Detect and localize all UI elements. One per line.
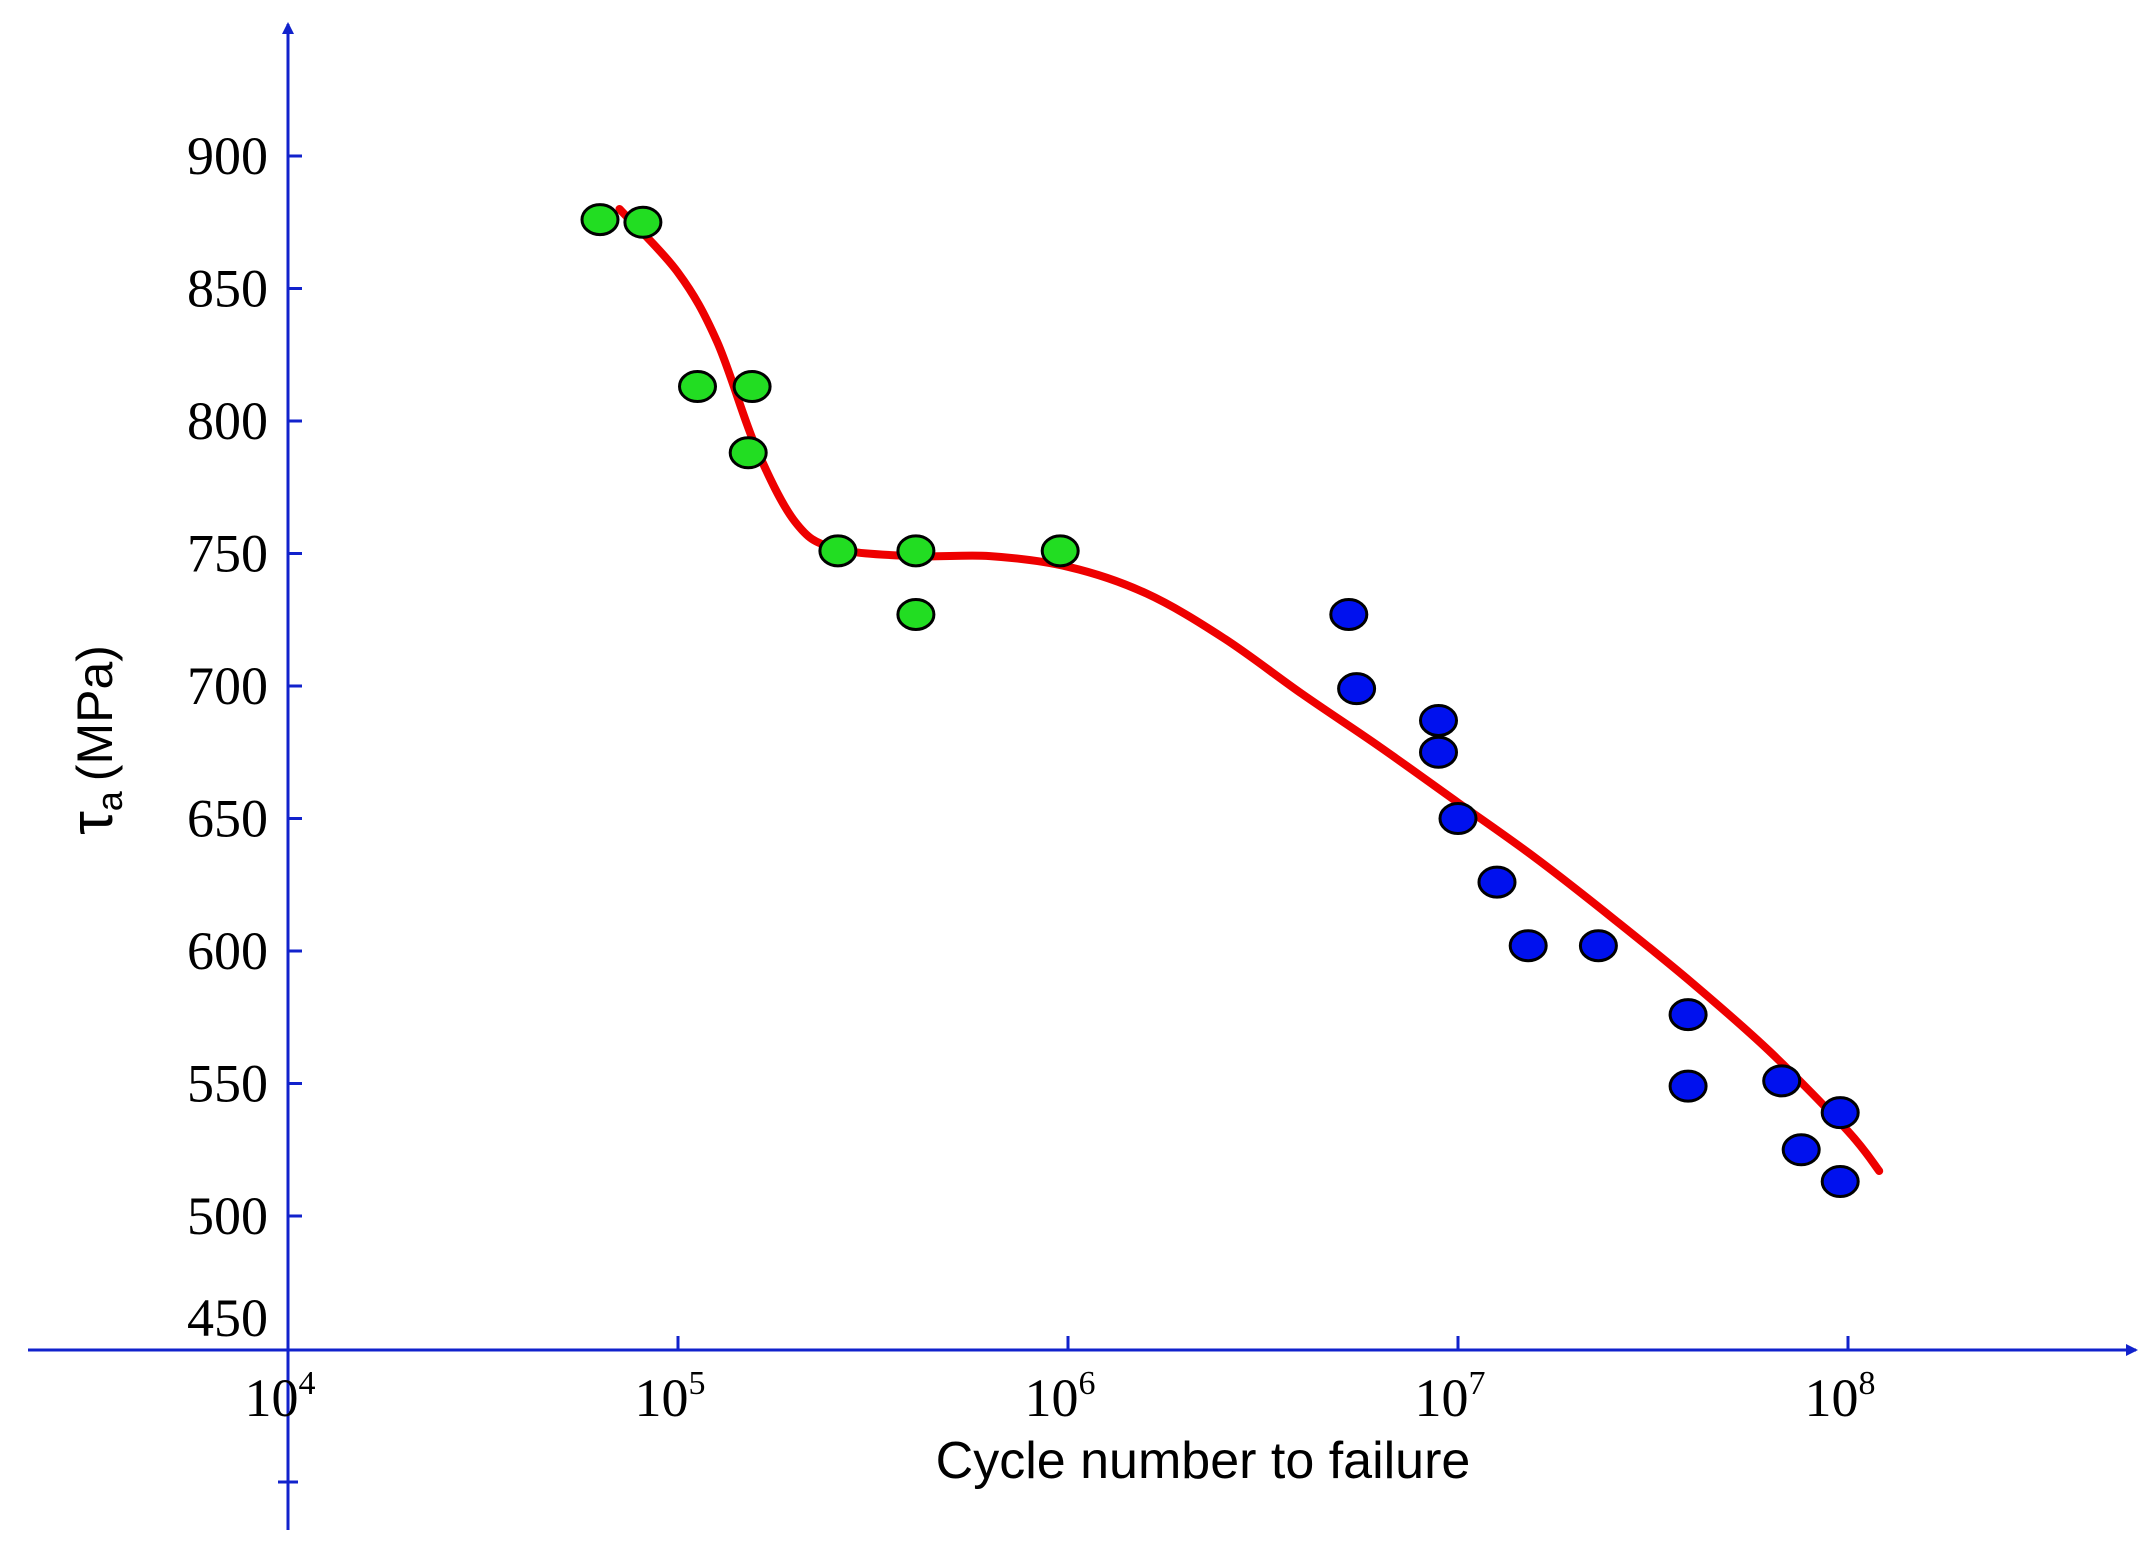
y-tick-label: 900 (187, 126, 268, 186)
blue-data-point (1578, 929, 1618, 963)
green-data-point (580, 203, 620, 237)
y-tick-label: 550 (187, 1054, 268, 1114)
y-axis-label-subscript: a (89, 790, 130, 811)
green-data-point (678, 370, 717, 404)
y-axis-label-unit: (MPa) (67, 645, 123, 781)
blue-data-point (1477, 865, 1517, 899)
blue-data-point (1762, 1064, 1802, 1098)
x-tick-label: 104 (245, 1365, 316, 1428)
blue-data-point (1820, 1096, 1860, 1130)
green-data-point (1040, 534, 1080, 568)
blue-data-point (1419, 703, 1458, 737)
y-axis-label: τa (MPa) (58, 645, 130, 835)
green-data-point (623, 205, 663, 239)
x-tick-label: 108 (1805, 1365, 1876, 1428)
blue-data-point (1781, 1133, 1821, 1167)
blue-data-point (1668, 1069, 1708, 1103)
x-axis-label: Cycle number to failure (936, 1432, 1471, 1490)
green-data-point (818, 534, 858, 568)
blue-data-point (1329, 597, 1369, 631)
blue-data-point (1337, 672, 1377, 706)
y-axis-label-symbol: τ (58, 811, 125, 835)
x-tick-label: 105 (635, 1365, 706, 1428)
y-tick-label: 500 (187, 1186, 268, 1246)
x-ticks: 104 105 106 107 108 (245, 1336, 1876, 1428)
green-data-point (896, 534, 936, 568)
green-data-point (896, 597, 936, 631)
blue-data-point (1508, 929, 1548, 963)
green-data-point (732, 370, 772, 404)
y-tick-label: 750 (187, 524, 268, 584)
blue-data-point (1820, 1165, 1860, 1199)
blue-data-point (1668, 998, 1708, 1032)
y-tick-label: 850 (187, 259, 268, 319)
x-tick-label: 107 (1415, 1365, 1486, 1428)
y-tick-label: 600 (187, 921, 268, 981)
points-layer (580, 203, 1860, 1199)
blue-data-point (1438, 802, 1478, 835)
x-tick-label: 106 (1025, 1365, 1096, 1428)
y-tick-label: 450 (187, 1288, 268, 1348)
blue-data-point (1419, 735, 1458, 769)
y-tick-label: 700 (187, 656, 268, 716)
y-ticks: 900 850 800 750 700 650 600 550 500 450 (187, 126, 302, 1348)
y-tick-label: 800 (187, 391, 268, 451)
y-tick-label: 650 (187, 789, 268, 849)
green-data-point (728, 436, 768, 470)
